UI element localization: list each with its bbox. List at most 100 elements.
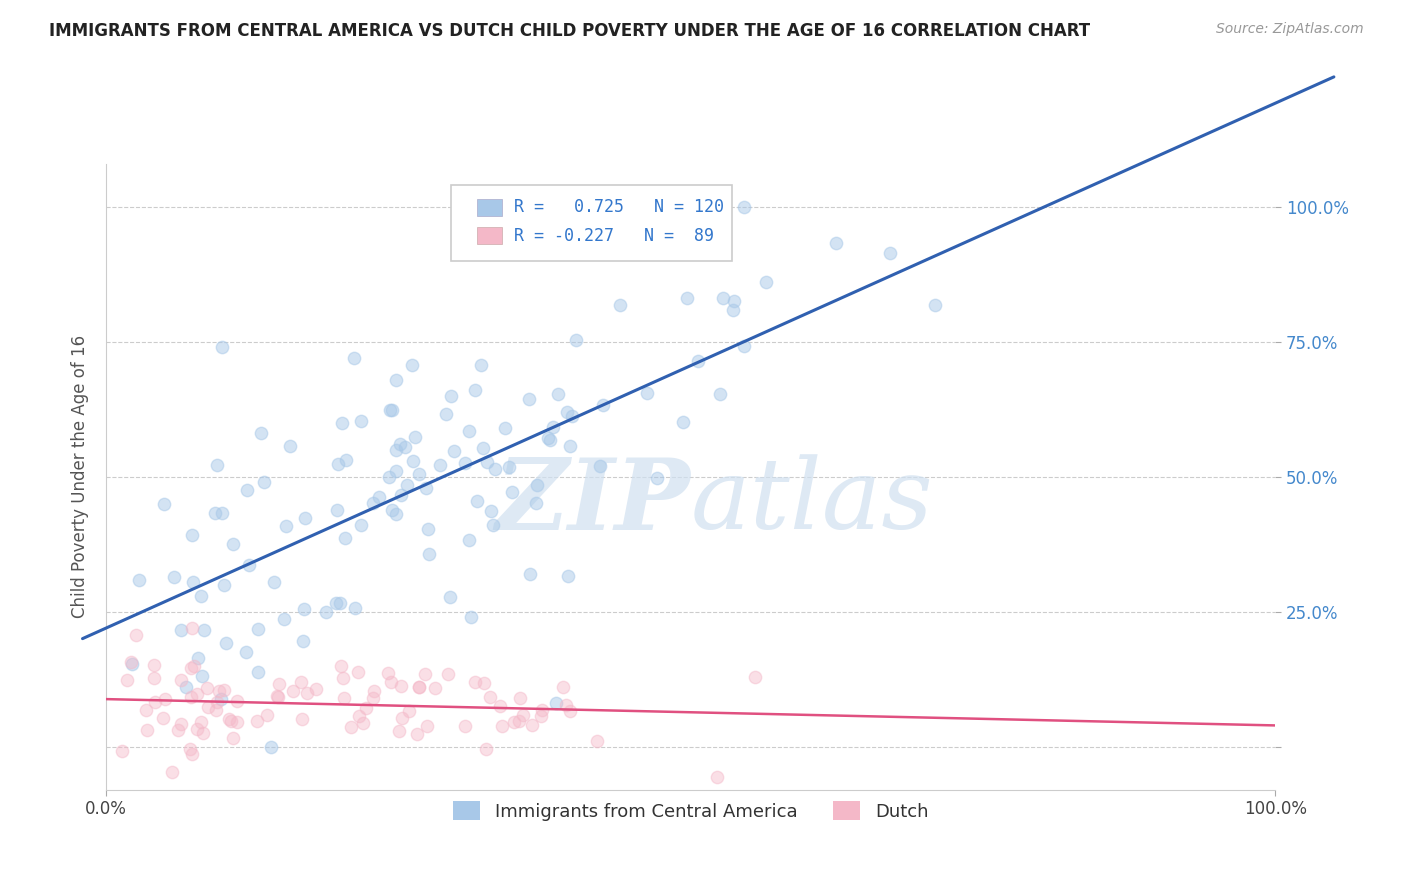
Point: [401, 358, 423, 372]
Point: [343, 600, 366, 615]
Point: [325, 596, 347, 610]
Point: [464, 384, 486, 398]
Point: [235, 645, 257, 659]
Point: [484, 462, 506, 476]
Point: [368, 490, 391, 504]
Point: [395, 478, 418, 492]
Point: [330, 658, 353, 673]
Point: [330, 416, 353, 430]
Point: [675, 291, 697, 305]
Point: [385, 464, 408, 478]
Point: [465, 494, 488, 508]
Point: [472, 441, 495, 455]
Point: [343, 351, 366, 366]
Text: IMMIGRANTS FROM CENTRAL AMERICA VS DUTCH CHILD POVERTY UNDER THE AGE OF 16 CORRE: IMMIGRANTS FROM CENTRAL AMERICA VS DUTCH…: [49, 22, 1090, 40]
Point: [128, 573, 150, 587]
Point: [733, 200, 755, 214]
Point: [221, 714, 243, 728]
Point: [538, 434, 561, 448]
Point: [340, 720, 363, 734]
Point: [398, 704, 420, 718]
Point: [389, 679, 412, 693]
Point: [434, 408, 457, 422]
Point: [142, 671, 165, 685]
Point: [723, 294, 745, 309]
Point: [706, 770, 728, 784]
Point: [479, 504, 502, 518]
Point: [152, 711, 174, 725]
Point: [458, 424, 481, 438]
Point: [475, 742, 498, 756]
Point: [404, 430, 426, 444]
Point: [170, 716, 193, 731]
Point: [180, 690, 202, 704]
Point: [273, 612, 295, 626]
Point: [266, 689, 288, 703]
Point: [278, 439, 301, 453]
Point: [193, 623, 215, 637]
Point: [418, 522, 440, 536]
Text: Source: ZipAtlas.com: Source: ZipAtlas.com: [1216, 22, 1364, 37]
Point: [647, 471, 669, 485]
FancyBboxPatch shape: [477, 227, 502, 244]
Point: [378, 469, 401, 483]
Point: [256, 708, 278, 723]
Point: [381, 503, 404, 517]
Point: [354, 701, 377, 715]
Point: [276, 518, 298, 533]
FancyBboxPatch shape: [451, 186, 731, 260]
FancyBboxPatch shape: [477, 199, 502, 216]
Text: R = -0.227   N =  89: R = -0.227 N = 89: [515, 227, 714, 244]
Point: [824, 236, 846, 251]
Point: [475, 455, 498, 469]
Point: [416, 718, 439, 732]
Point: [292, 601, 315, 615]
Point: [558, 704, 581, 718]
Point: [381, 402, 404, 417]
Point: [222, 731, 245, 745]
Point: [352, 715, 374, 730]
Point: [443, 444, 465, 458]
Point: [363, 683, 385, 698]
Point: [408, 467, 430, 482]
Point: [160, 764, 183, 779]
Point: [394, 440, 416, 454]
Point: [125, 628, 148, 642]
Point: [733, 339, 755, 353]
Point: [439, 590, 461, 604]
Point: [879, 246, 901, 260]
Text: R =   0.725   N = 120: R = 0.725 N = 120: [515, 198, 724, 217]
Point: [246, 622, 269, 636]
Point: [209, 692, 232, 706]
Point: [586, 733, 609, 747]
Point: [186, 650, 208, 665]
Point: [560, 439, 582, 453]
Point: [636, 386, 658, 401]
Point: [191, 669, 214, 683]
Point: [166, 723, 188, 738]
Point: [560, 409, 582, 423]
Point: [332, 671, 354, 685]
Point: [329, 596, 352, 610]
Point: [153, 497, 176, 511]
Point: [519, 567, 541, 582]
Point: [425, 681, 447, 695]
Point: [672, 416, 695, 430]
Point: [269, 677, 291, 691]
Point: [526, 478, 548, 492]
Point: [408, 680, 430, 694]
Point: [260, 739, 283, 754]
Point: [508, 714, 530, 728]
Point: [491, 719, 513, 733]
Point: [405, 727, 427, 741]
Point: [464, 674, 486, 689]
Point: [197, 681, 219, 695]
Legend: Immigrants from Central America, Dutch: Immigrants from Central America, Dutch: [446, 794, 935, 828]
Point: [388, 436, 411, 450]
Point: [226, 694, 249, 708]
Point: [565, 333, 588, 347]
Text: ZIP: ZIP: [496, 453, 690, 550]
Point: [225, 714, 247, 729]
Point: [472, 675, 495, 690]
Point: [494, 421, 516, 435]
